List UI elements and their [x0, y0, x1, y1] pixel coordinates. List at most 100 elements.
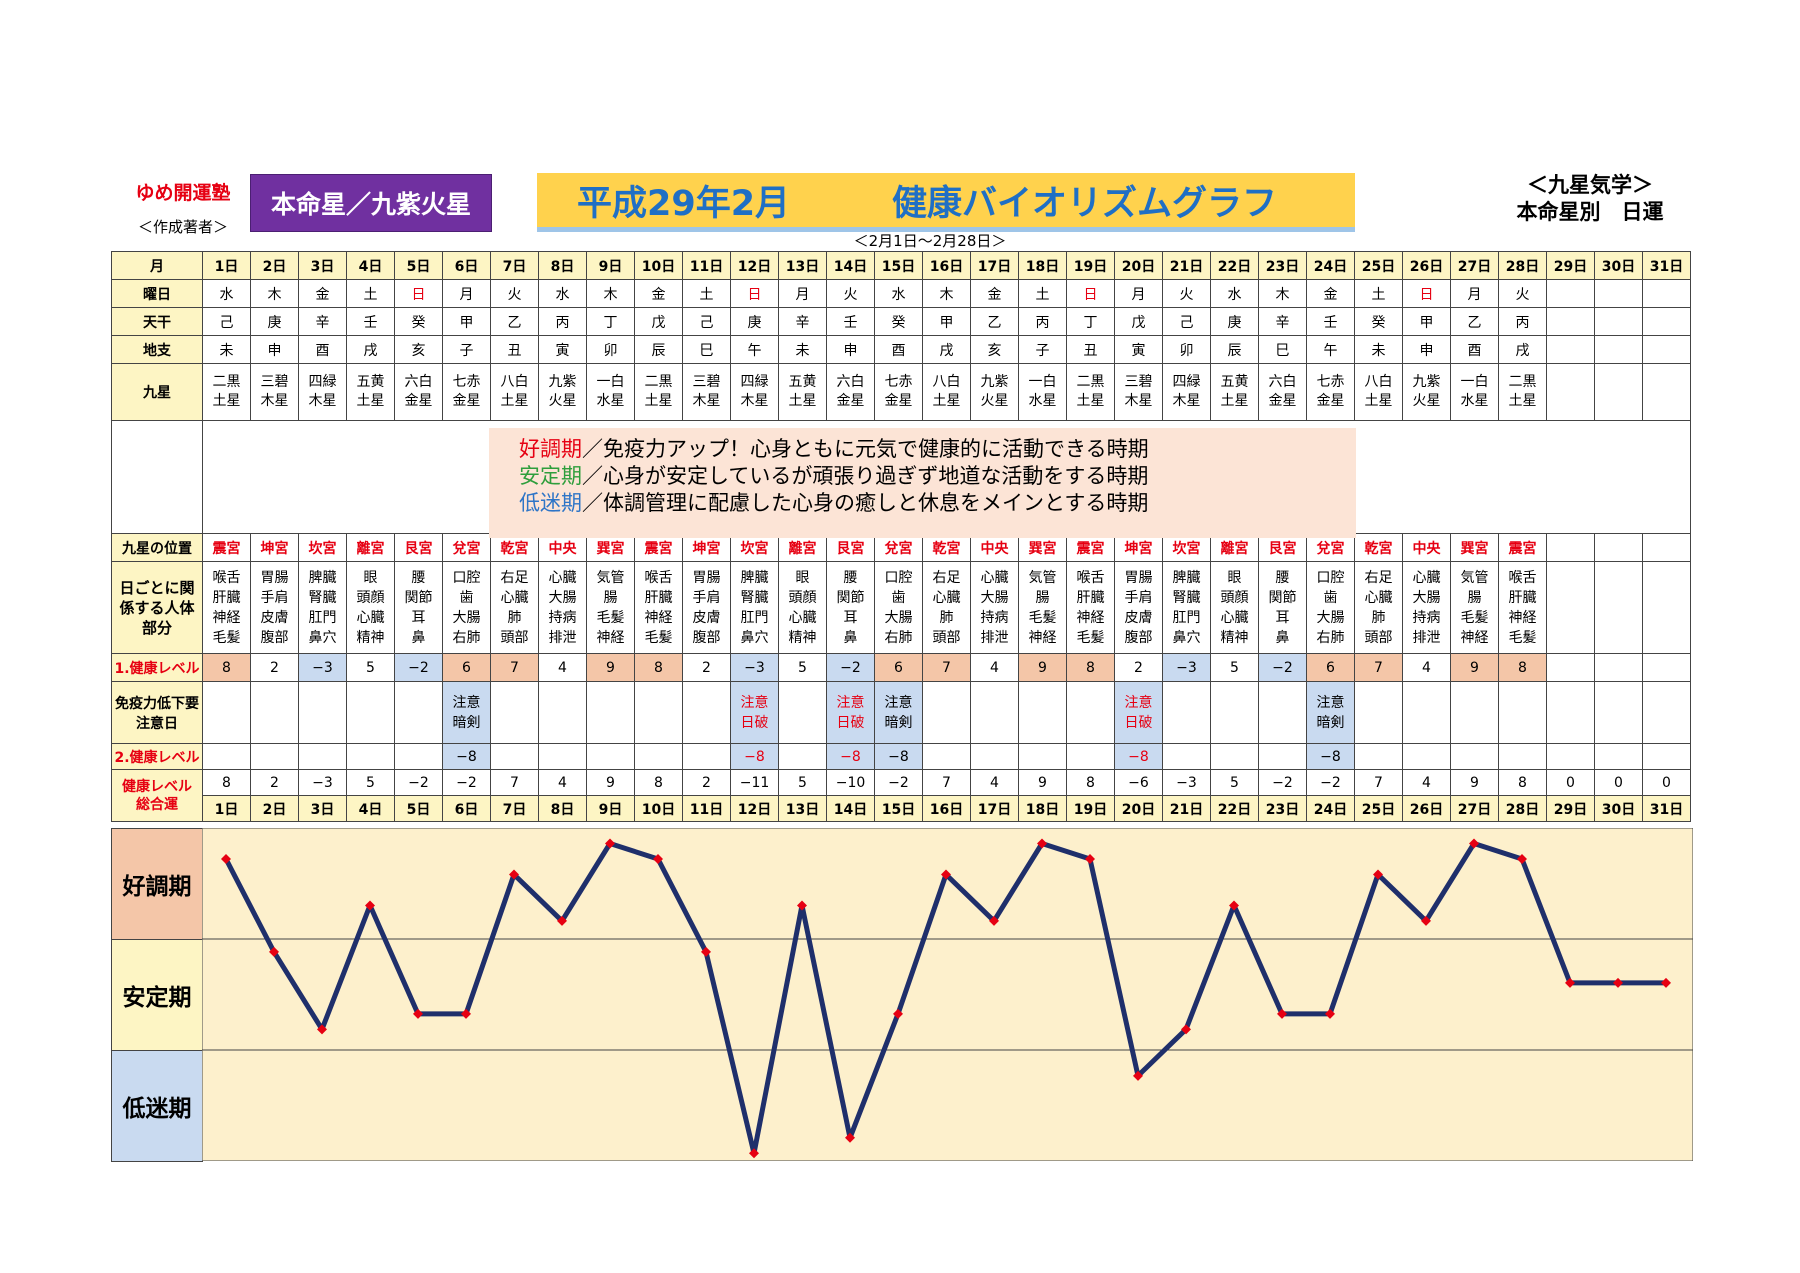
cell-line: 心臓 [500, 589, 529, 606]
total-cell: −10 [826, 769, 875, 796]
cell-line: 頭顔 [356, 589, 385, 606]
cell-line: 四緑 [740, 374, 769, 390]
cell-line: 頭顔 [788, 589, 817, 606]
body-part-cell: 眼頭顔 心臓 精神 [1210, 561, 1259, 654]
cell-line: 三碧 [692, 374, 721, 390]
weekday-cell: 土 [346, 279, 395, 308]
total-cell: 0 [1594, 769, 1643, 796]
data-point [1373, 869, 1383, 880]
cell-line: 九紫 [980, 374, 1009, 390]
empty-cell [1642, 363, 1691, 421]
kyusei-cell: 八白 土星 [1354, 363, 1403, 421]
day-header: 21日 [1162, 251, 1211, 280]
level1-cell: 2 [682, 653, 731, 682]
day-footer-row: 1日 2日 3日 4日 5日 6日 7日 8日 9日 10日 11日 12日 13日 14日 15日 16日 1… [112, 795, 1691, 822]
level1-cell: 6 [1306, 653, 1355, 682]
cell-line: 心臓 [356, 609, 385, 626]
chishi-cell: 卯 [586, 335, 635, 364]
cell-line: 大腸 [548, 589, 577, 606]
tenkan-row: 天干己庚辛壬癸甲乙丙丁戊己庚辛壬癸甲乙丙丁戊己庚辛壬癸甲乙丙 [111, 307, 1691, 336]
level2-cell: −8 [442, 743, 491, 770]
weekday-cell: 月 [1114, 279, 1163, 308]
cell-line: 水星 [1028, 393, 1057, 409]
body-part-cell: 脾臓 腎臓 肛門 鼻穴 [298, 561, 347, 654]
cell-line: 土星 [788, 393, 817, 409]
cell-line: 精神 [1220, 629, 1249, 646]
weekday-cell: 金 [970, 279, 1019, 308]
data-point [1421, 915, 1431, 926]
day-header: 14日 [826, 251, 875, 280]
weekday-cell: 火 [826, 279, 875, 308]
day-header: 4日 [346, 251, 395, 280]
level1-cell: −3 [730, 653, 779, 682]
cell-line: 木星 [1124, 393, 1153, 409]
empty-cell [1354, 743, 1403, 770]
cell-line: 毛髪 [1028, 609, 1057, 626]
kyusei-row: 九星 二黒 土星 三碧 木星 四緑 木星 五黄 土星 六白 金星 七赤 金星 八白 土星 九紫 火星 一白 水星 二黒… [111, 363, 1691, 421]
cell-line: 脾臓 [308, 569, 337, 586]
kyusei-cell: 三碧 木星 [682, 363, 731, 421]
level1-cell: 9 [1450, 653, 1499, 682]
legend-good-term: 好調期 [519, 437, 582, 461]
cell-line: 肺 [1371, 609, 1386, 626]
empty-cell [970, 681, 1019, 744]
cell-line: 関節 [1268, 589, 1297, 606]
empty-cell [250, 681, 299, 744]
empty-cell [634, 743, 683, 770]
empty-cell [1210, 681, 1259, 744]
body-part-cell: 喉舌 肝臓 神経 毛髪 [634, 561, 683, 654]
cell-line: 眼 [795, 569, 810, 586]
legend-low-desc: ／体調管理に配慮した心身の癒しと休息をメインとする時期 [582, 491, 1149, 515]
total-cell: 4 [1402, 769, 1451, 796]
tenkan-cell: 庚 [730, 307, 779, 336]
kyusei-cell: 一白 水星 [586, 363, 635, 421]
empty-cell [1642, 561, 1691, 654]
cell-line: 二黒 [644, 374, 673, 390]
cell-line: 心臓 [788, 609, 817, 626]
cell-line: 気管 [1460, 569, 1489, 586]
zone-labels: 好調期 安定期 低迷期 [111, 828, 203, 1162]
row-label-kyusei: 九星 [111, 363, 203, 421]
cell-line: 眼 [1227, 569, 1242, 586]
cell-line: 注意 [1124, 694, 1153, 711]
cell-line: 木星 [308, 393, 337, 409]
kyusei-cell: 九紫 火星 [538, 363, 587, 421]
cell-line: 脾臓 [740, 569, 769, 586]
kyusei-cell: 三碧 木星 [1114, 363, 1163, 421]
kyusei-cell: 八白 土星 [490, 363, 539, 421]
day-header: 5日 [394, 251, 443, 280]
cell-line: 神経 [1076, 609, 1105, 626]
row-label-palace: 九星の位置 [111, 533, 203, 562]
empty-cell [1642, 307, 1691, 336]
data-point [1277, 1008, 1287, 1019]
cell-line: 暗剣 [1316, 714, 1345, 731]
day-header: 12日 [730, 251, 779, 280]
day-header: 20日 [1114, 251, 1163, 280]
body-part-cell: 腰関節耳鼻 [1258, 561, 1307, 654]
empty-cell [778, 681, 827, 744]
empty-cell [1450, 681, 1499, 744]
data-point [1469, 838, 1479, 849]
data-point [941, 869, 951, 880]
day-footer: 21日 [1162, 795, 1211, 822]
empty-cell [1642, 335, 1691, 364]
data-point [365, 900, 375, 911]
cell-line: 肝臓 [644, 589, 673, 606]
body-part-cell: 喉舌 肝臓 神経 毛髪 [202, 561, 251, 654]
empty-cell [1546, 561, 1595, 654]
cell-line: 心臓 [1364, 589, 1393, 606]
data-point [845, 1132, 855, 1143]
day-header: 30日 [1594, 251, 1643, 280]
cell-line: 心臓 [1220, 609, 1249, 626]
cell-line: 一白 [1028, 374, 1057, 390]
cell-line: 毛髪 [644, 629, 673, 646]
tenkan-cell: 己 [202, 307, 251, 336]
cell-line: 日破 [836, 714, 865, 731]
empty-cell [682, 681, 731, 744]
day-header: 17日 [970, 251, 1019, 280]
palace-cell: 震宮 [202, 533, 251, 562]
cell-line: 腰 [411, 569, 426, 586]
chishi-cell: 辰 [1210, 335, 1259, 364]
cell-line: 神経 [644, 609, 673, 626]
cell-line: 注意 [836, 694, 865, 711]
